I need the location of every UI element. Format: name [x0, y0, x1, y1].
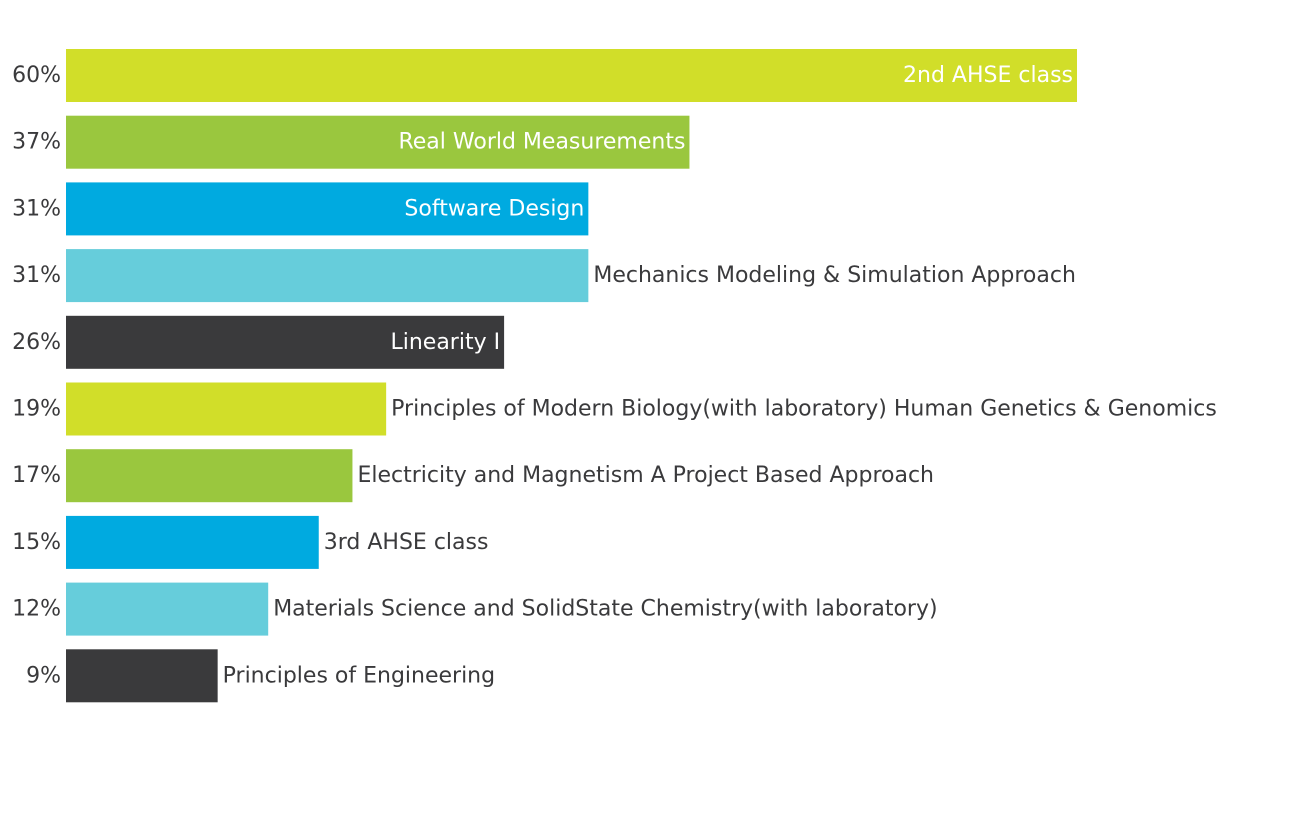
value-label-8: 15%	[12, 530, 61, 555]
category-label-6: Principles of Modern Biology(with labora…	[391, 397, 1217, 422]
category-label-4: Mechanics Modeling & Simulation Approach	[593, 263, 1076, 288]
value-label-4: 31%	[12, 263, 61, 288]
value-label-7: 17%	[12, 463, 61, 488]
value-label-10: 9%	[26, 663, 61, 688]
value-label-3: 31%	[12, 196, 61, 221]
bar-9	[66, 582, 269, 636]
bar-3	[66, 182, 589, 236]
category-label-1: 2nd AHSE class	[903, 63, 1073, 88]
bar-5	[66, 315, 505, 369]
bars-group: 60% 2nd AHSE class 37% Real World Measureme…	[12, 49, 1217, 703]
category-label-2: Real World Measurements	[398, 130, 685, 155]
bar-8	[66, 515, 319, 569]
category-label-9: Materials Science and SolidState Chemist…	[273, 597, 937, 622]
bar-2	[66, 115, 690, 169]
value-label-6: 19%	[12, 397, 61, 422]
value-label-9: 12%	[12, 597, 61, 622]
category-label-5: Linearity I	[390, 330, 500, 355]
bar-7	[66, 449, 353, 503]
value-label-1: 60%	[12, 63, 61, 88]
bar-6	[66, 382, 387, 436]
category-label-10: Principles of Engineering	[223, 663, 495, 688]
category-label-3: Software Design	[404, 196, 584, 221]
value-label-2: 37%	[12, 130, 61, 155]
bar-10	[66, 649, 218, 703]
category-label-8: 3rd AHSE class	[324, 530, 489, 555]
bar-4	[66, 249, 589, 303]
bar-1	[66, 49, 1077, 102]
category-label-7: Electricity and Magnetism A Project Base…	[357, 463, 934, 488]
value-label-5: 26%	[12, 330, 61, 355]
